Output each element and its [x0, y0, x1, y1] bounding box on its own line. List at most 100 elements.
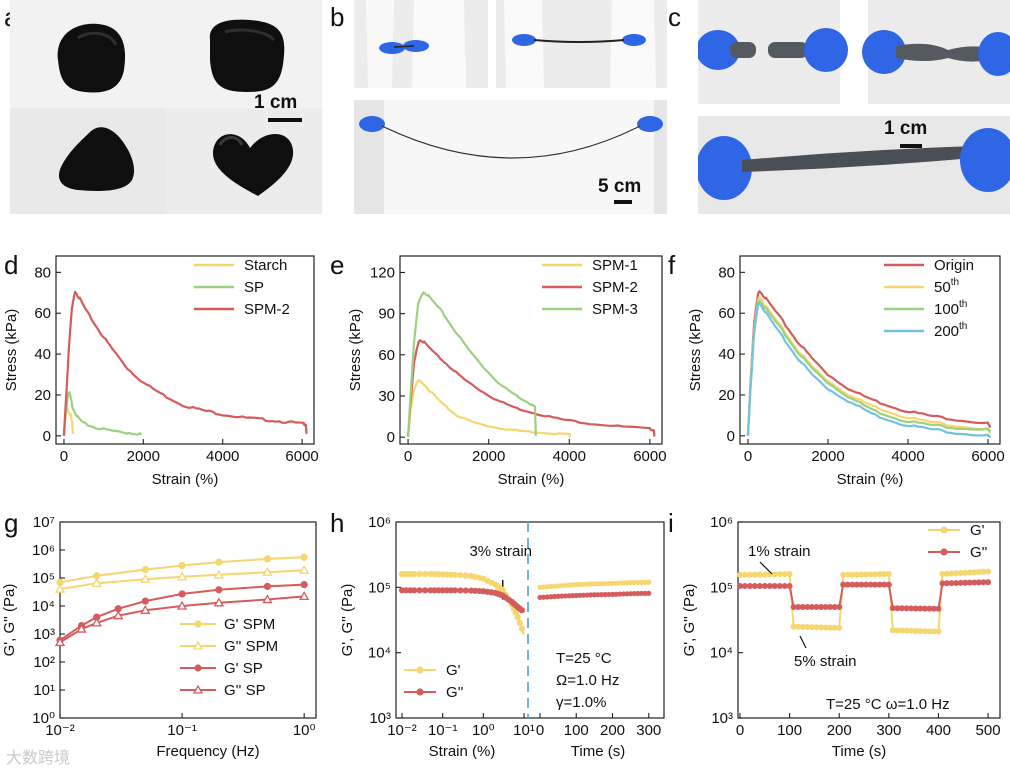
chart-i-point-1-2-8: [827, 604, 834, 611]
chart-i-ytick-3: 10⁶: [710, 514, 733, 531]
chart-d-series-2: [62, 290, 308, 436]
chart-h-time-point-0-17: [599, 581, 605, 587]
chart-e-xtick-1: 2000: [472, 448, 505, 465]
chart-g-point-2-6: [215, 586, 223, 594]
chart-g-point-3-5: [176, 600, 188, 610]
chart-i-point-1-8-1: [943, 580, 950, 587]
chart-h-time-point-0-25: [628, 580, 634, 586]
chart-e-ylabel: Stress (kPa): [347, 309, 364, 392]
chart-i-point-0-4-3: [853, 571, 860, 578]
chart-i-point-1-2-9: [831, 604, 838, 611]
chart-i-point-0-6-9: [930, 628, 937, 635]
chart-i-point-0-4-7: [872, 571, 879, 578]
scale-bar-label-c: 1 cm: [884, 118, 928, 139]
chart-i-point-0-4-0: [840, 571, 847, 578]
chart-g-point-0-1: [93, 572, 101, 580]
chart-f-ytick-1: 20: [718, 387, 735, 404]
chart-i-point-1-8-0: [939, 580, 946, 587]
chart-i-point-1-2-5: [813, 604, 820, 611]
chart-h-xtick-left-2: 10⁰: [472, 722, 495, 739]
chart-e-legend-1: SPM-2: [592, 279, 638, 296]
chart-g-ytick-5: 10⁵: [32, 570, 55, 587]
chart-g-legend-0: G' SPM: [224, 616, 275, 633]
chart-h-legend-0: G': [446, 662, 461, 679]
chart-g-point-1-1: [91, 577, 102, 587]
chart-g-ytick-7: 10⁷: [33, 514, 55, 531]
chart-i-point-1-6-6: [917, 605, 924, 612]
chart-i-point-0-4-9: [881, 571, 888, 578]
chart-h-time-point-0-15: [591, 581, 597, 587]
chart-i-point-1-6-0: [889, 605, 896, 612]
chart-g-point-0-3: [178, 561, 186, 570]
chart-i-point-0-0-4: [756, 571, 763, 578]
chart-g-point-3-1: [76, 623, 87, 633]
chart-i-point-0-0-0: [737, 571, 743, 578]
chart-e-xtick-2: 4000: [553, 448, 586, 465]
chart-f-series-3: [746, 301, 992, 439]
chart-e-legend-0: SPM-1: [592, 257, 638, 274]
chart-i-point-1-4-5: [863, 581, 870, 588]
chart-h-time-point-1-15: [591, 592, 597, 598]
chart-d-ytick-3: 60: [34, 305, 51, 322]
chart-i-arrow-high: [799, 635, 807, 649]
chart-g-point-3-3: [113, 610, 124, 620]
chart-h-time-point-0-16: [595, 581, 601, 587]
chart-f-ytick-3: 60: [718, 305, 735, 322]
chart-i-point-0-0-7: [771, 571, 778, 578]
chart-i-point-0-8-7: [971, 569, 978, 576]
chart-i-point-0-0-8: [776, 571, 783, 578]
chart-h-point-0-14: [462, 572, 469, 579]
chart-i-point-1-8-6: [966, 579, 973, 586]
chart-e-frame: [399, 255, 663, 445]
chart-i-point-0-4-2: [849, 571, 856, 578]
chart-i-xtick-1: 100: [777, 722, 802, 739]
chart-i-point-1-8-3: [953, 580, 960, 587]
chart-i-point-1-6-4: [908, 605, 915, 612]
chart-g-point-3-2: [91, 617, 102, 627]
chart-h-time-point-0-19: [606, 580, 612, 587]
chart-i-point-0-4-1: [844, 571, 851, 578]
chart-h-condition-0: T=25 °C: [556, 650, 612, 667]
chart-i-point-0-0-9: [781, 571, 788, 578]
chart-i-point-1-2-10: [836, 604, 843, 611]
chart-g-ytick-2: 10²: [33, 654, 55, 671]
scale-bar-c: [900, 144, 922, 148]
chart-g-ytick-1: 10¹: [33, 682, 55, 699]
chart-i-point-0-2-7: [822, 624, 829, 631]
chart-i-point-1-0-5: [761, 582, 768, 589]
chart-i-annotation-high: 5% strain: [794, 653, 857, 670]
chart-i-point-0-8-8: [975, 568, 982, 575]
chart-i-point-0-6-1: [894, 627, 901, 634]
chart-i-point-0-2-0: [790, 623, 797, 630]
chart-i-point-1-6-2: [898, 605, 905, 612]
chart-d-xtick-1: 2000: [127, 448, 160, 465]
chart-g-point-0-2: [141, 565, 149, 574]
chart-i-point-0-2-3: [804, 624, 811, 631]
chart-i-point-0-8-5: [962, 569, 969, 576]
chart-i-ytick-2: 10⁵: [710, 579, 733, 596]
chart-h-time-point-1-17: [599, 592, 605, 598]
chart-f-ytick-0: 0: [727, 428, 735, 445]
chart-i-point-0-4-4: [858, 571, 865, 578]
chart-g-point-1-4: [213, 569, 224, 579]
panel-label-i: i: [668, 508, 674, 538]
chart-i-point-0-2-2: [799, 623, 806, 630]
chart-e-xtick-3: 6000: [633, 448, 666, 465]
chart-e-series-1: [407, 339, 656, 438]
chart-g-ytick-3: 10³: [33, 626, 55, 643]
chart-h-time-point-1-28: [638, 590, 645, 597]
chart-h-time-point-0-26: [631, 579, 637, 586]
chart-d-ylabel: Stress (kPa): [3, 309, 20, 392]
chart-i-point-1-8-9: [980, 579, 987, 586]
chart-h-annotation: 3% strain: [469, 543, 532, 560]
chart-i-point-0-4-6: [867, 571, 874, 578]
chart-i-point-0-8-1: [943, 570, 950, 577]
chart-g-xtick-2: 10⁰: [293, 722, 316, 739]
chart-g-point-0-5: [263, 555, 272, 563]
chart-i-point-1-0-10: [786, 582, 793, 589]
chart-g-point-2-3: [114, 605, 122, 613]
chart-i-point-1-8-4: [957, 579, 964, 586]
chart-h-point-0-13: [457, 572, 464, 579]
chart-i-point-1-8-5: [962, 579, 969, 586]
chart-f-legend-0: Origin: [934, 257, 974, 274]
